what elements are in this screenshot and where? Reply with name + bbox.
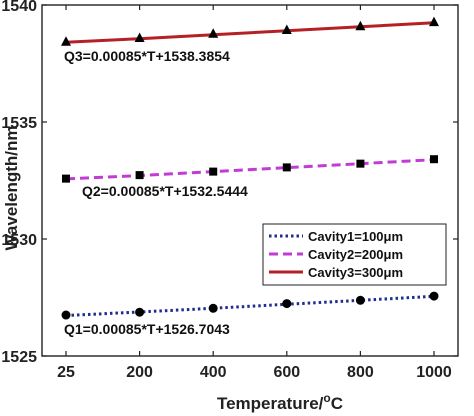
data-point bbox=[135, 171, 144, 180]
axis-labels: Wavelength/nm Temperature/oC bbox=[2, 126, 343, 414]
data-point bbox=[62, 174, 70, 183]
data-point bbox=[430, 155, 438, 164]
series-3 bbox=[61, 16, 439, 46]
x-axis-label: Temperature/oC bbox=[217, 391, 343, 413]
series-line-2 bbox=[65, 158, 435, 181]
legend-label-2: Cavity2=200μm bbox=[308, 247, 403, 262]
data-point bbox=[61, 36, 71, 46]
x-tick-label: 1000 bbox=[416, 364, 452, 381]
data-point bbox=[134, 32, 145, 42]
x-tick-label: 400 bbox=[200, 364, 227, 381]
series-2 bbox=[62, 155, 438, 183]
data-point bbox=[355, 20, 366, 31]
x-axis-label-unit: C bbox=[331, 394, 343, 413]
legend-label-1: Cavity1=100μm bbox=[308, 229, 403, 244]
series-1 bbox=[61, 291, 439, 320]
y-axis-label: Wavelength/nm bbox=[2, 126, 21, 251]
fit-equation-3: Q3=0.00085*T+1538.3854 bbox=[64, 48, 230, 64]
data-point bbox=[282, 163, 291, 172]
x-axis-label-text: Temperature/ bbox=[217, 394, 324, 413]
data-point bbox=[281, 24, 292, 35]
data-point bbox=[429, 291, 439, 301]
fit-equation-1: Q1=0.00085*T+1526.7043 bbox=[64, 321, 230, 337]
x-axis-label-degree: o bbox=[323, 391, 330, 405]
data-point bbox=[208, 28, 219, 38]
legend-box bbox=[262, 223, 447, 286]
data-point bbox=[208, 303, 218, 313]
legend-label-3: Cavity3=300μm bbox=[308, 265, 403, 280]
x-tick-label: 600 bbox=[273, 364, 300, 381]
data-point bbox=[356, 159, 365, 168]
fit-equations: Q1=0.00085*T+1526.7043 Q2=0.00085*T+1532.… bbox=[64, 48, 248, 337]
data-point bbox=[135, 307, 145, 317]
data-point bbox=[429, 16, 439, 27]
series-line-1 bbox=[65, 294, 435, 318]
plot-frame bbox=[41, 4, 459, 357]
axis-ticks: 25 200 400 600 800 1000 1525 1530 1535 1540 bbox=[1, 0, 458, 381]
y-tick-label: 1530 bbox=[1, 232, 37, 249]
y-tick-label: 1525 bbox=[1, 349, 37, 366]
data-point bbox=[355, 295, 365, 305]
data-point bbox=[61, 310, 71, 320]
y-tick-label: 1535 bbox=[1, 115, 37, 132]
x-tick-label: 800 bbox=[347, 364, 374, 381]
data-point bbox=[209, 167, 218, 176]
plot-area bbox=[41, 4, 459, 357]
fit-equation-2: Q2=0.00085*T+1532.5444 bbox=[82, 183, 248, 199]
x-tick-label: 200 bbox=[126, 364, 153, 381]
legend: Cavity1=100μm Cavity2=200μm Cavity3=300μm bbox=[262, 223, 447, 286]
series-line-3 bbox=[65, 21, 435, 44]
y-tick-label: 1540 bbox=[1, 0, 37, 15]
data-point bbox=[282, 299, 292, 309]
x-tick-label: 25 bbox=[57, 364, 75, 381]
